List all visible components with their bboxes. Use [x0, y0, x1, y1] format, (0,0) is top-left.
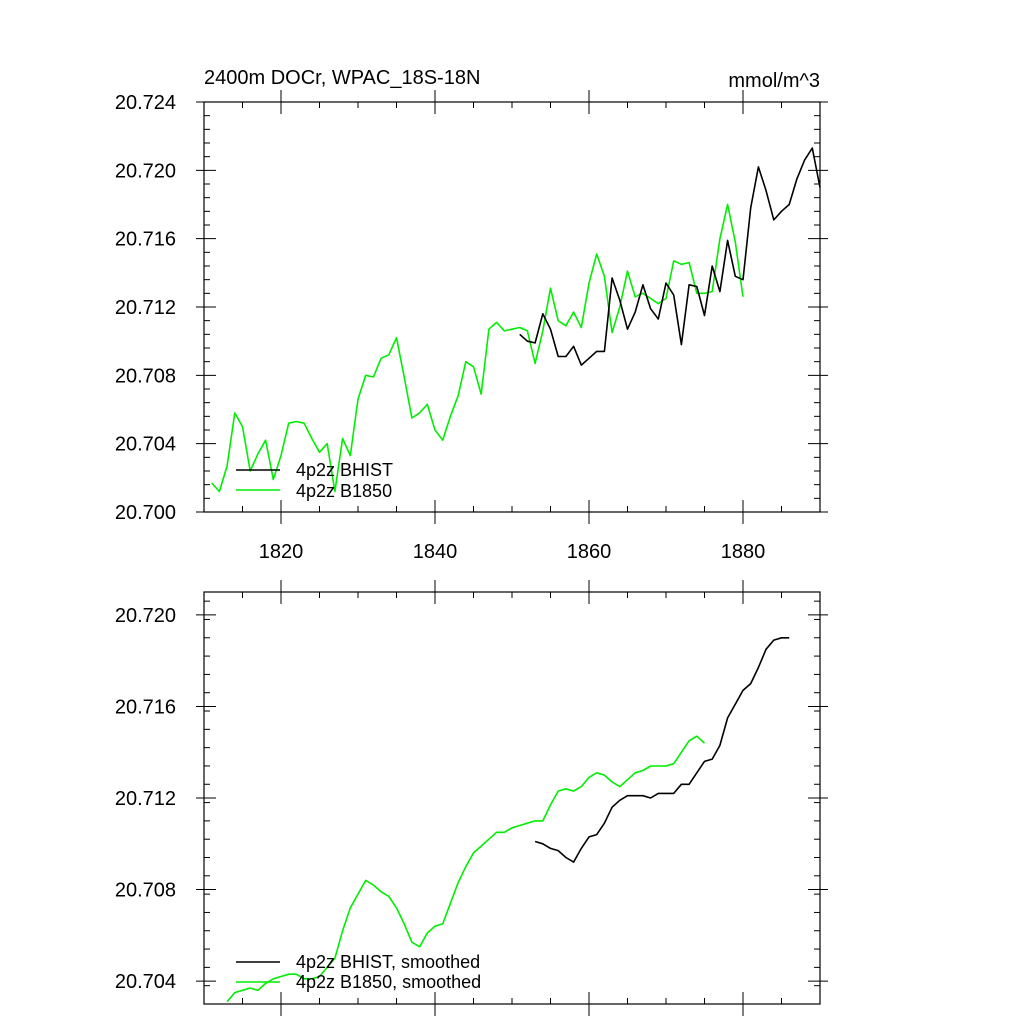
legend-label-bhist: 4p2z BHIST: [296, 460, 393, 480]
bottom-plot-frame: [203, 591, 821, 1005]
bottom-ytick-label: 20.720: [115, 605, 176, 627]
legend-label-bhist-smoothed: 4p2z BHIST, smoothed: [296, 952, 480, 972]
chart-title: 2400m DOCr, WPAC_18S-18N: [204, 67, 480, 89]
series-b1850-line: [211, 203, 744, 493]
units-label: mmol/m^3: [728, 70, 820, 92]
top-ytick-label: 20.704: [115, 434, 176, 456]
bottom-ytick-label: 20.716: [115, 696, 176, 718]
top-xtick-label: 1860: [567, 541, 612, 563]
bottom-series-group: [226, 636, 790, 1003]
top-xtick-label: 1880: [721, 541, 766, 563]
top-plot-frame: [203, 101, 821, 513]
legend-label-b1850-smoothed: 4p2z B1850, smoothed: [296, 972, 481, 992]
top-axes: 1820 1840 1860 1880 20.700 20.704 20.708 20.712…: [115, 90, 828, 563]
top-ytick-label: 20.700: [115, 502, 176, 524]
top-ytick-label: 20.720: [115, 160, 176, 182]
top-xtick-label: 1840: [413, 541, 458, 563]
bottom-axes: 20.704 20.708 20.712 20.716 20.720: [115, 580, 828, 1016]
top-ytick-label: 20.708: [115, 365, 176, 387]
top-xtick-label: 1820: [259, 541, 304, 563]
bottom-legend: 4p2z BHIST, smoothed 4p2z B1850, smoothe…: [236, 952, 481, 992]
series-bhist-smoothed-line: [534, 636, 790, 863]
top-ytick-label: 20.716: [115, 229, 176, 251]
series-b1850-smoothed-line: [226, 735, 706, 1003]
bottom-ytick-label: 20.704: [115, 971, 176, 993]
bottom-panel: 20.704 20.708 20.712 20.716 20.720 4p2z BHIS…: [115, 580, 828, 1016]
legend-label-b1850: 4p2z B1850: [296, 481, 392, 501]
top-ytick-label: 20.712: [115, 297, 176, 319]
top-panel: 2400m DOCr, WPAC_18S-18N mmol/m^3 1820 18…: [115, 67, 828, 563]
top-legend: 4p2z BHIST 4p2z B1850: [236, 460, 393, 501]
bottom-ytick-label: 20.708: [115, 880, 176, 902]
top-series-group: [211, 147, 821, 493]
series-bhist-line: [519, 147, 821, 366]
bottom-ytick-label: 20.712: [115, 788, 176, 810]
top-ytick-label: 20.724: [115, 92, 176, 114]
